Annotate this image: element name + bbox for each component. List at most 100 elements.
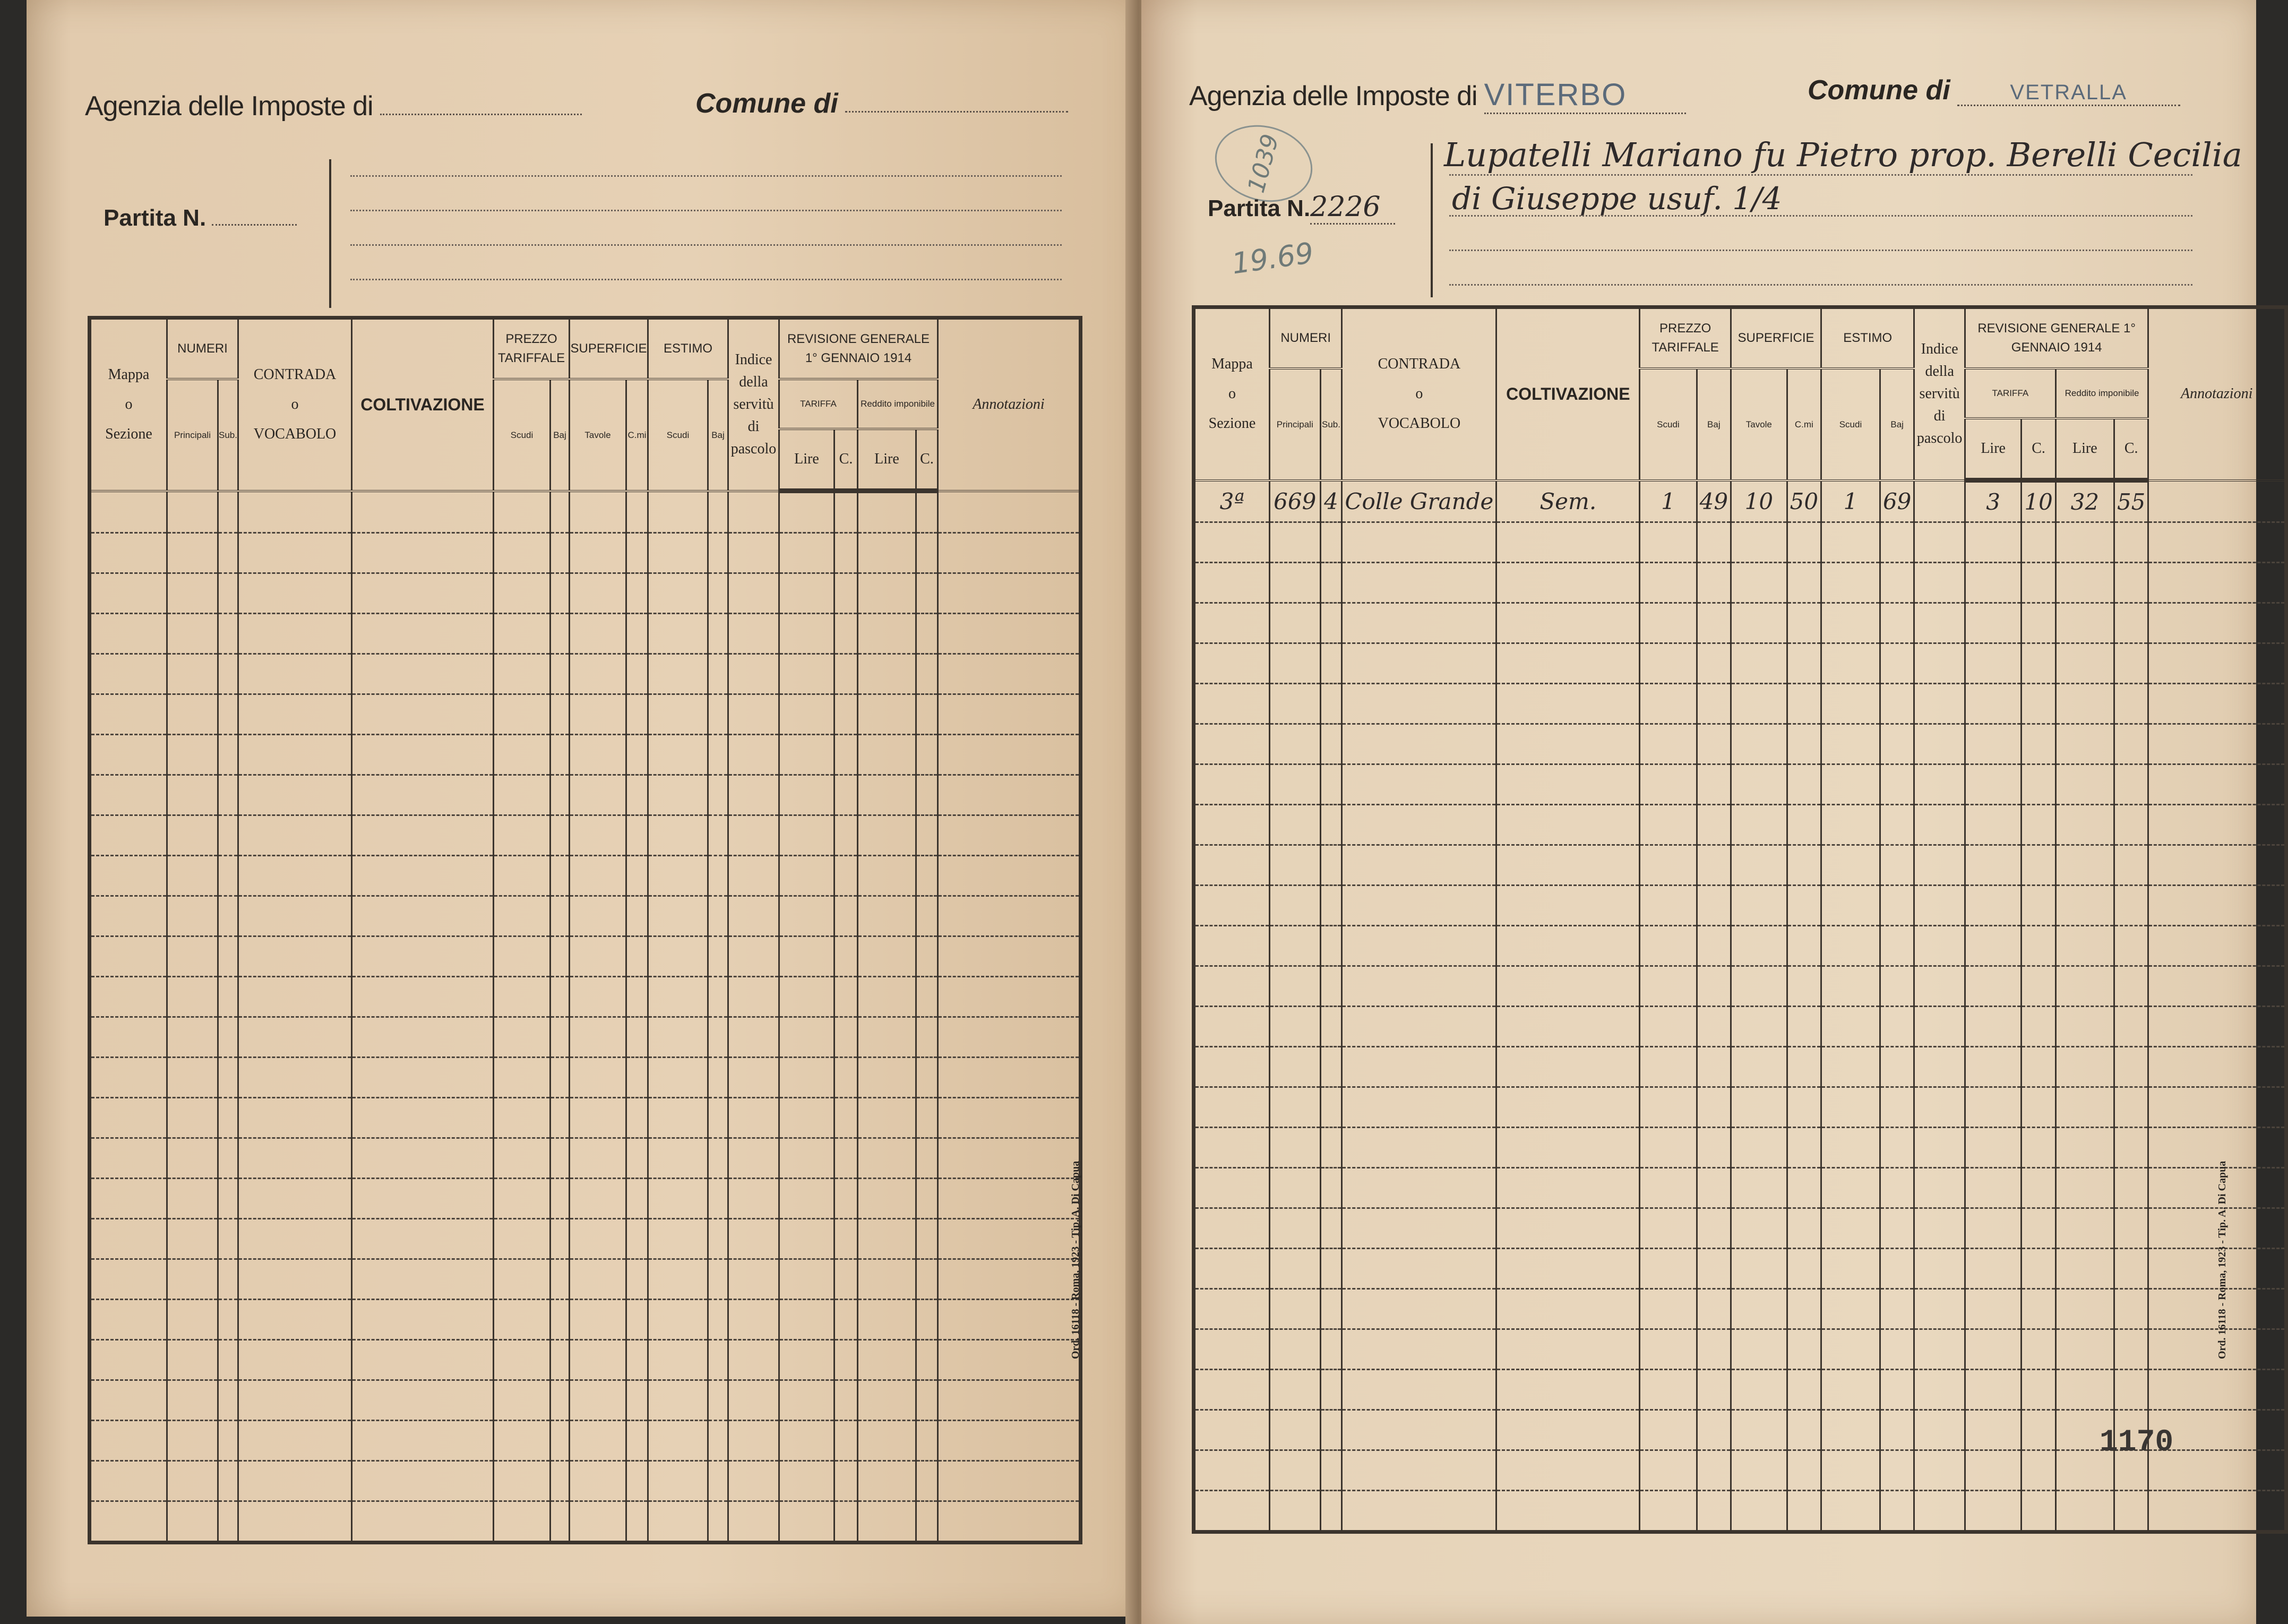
table-cell — [1730, 885, 1788, 926]
table-cell — [2020, 643, 2057, 684]
table-cell — [1495, 1450, 1641, 1491]
table-cell — [1913, 845, 1966, 886]
table-cell — [1639, 1208, 1698, 1249]
table-cell — [915, 1057, 939, 1098]
table-cell — [625, 694, 649, 735]
table-cell — [351, 775, 494, 816]
table-cell — [1730, 724, 1788, 765]
table-cell — [351, 1017, 494, 1058]
col-estimo: ESTIMO — [1820, 307, 1915, 370]
col-tavole: Tavole — [1730, 368, 1788, 482]
table-cell — [569, 1380, 627, 1421]
table-cell: 50 — [1786, 480, 1822, 523]
table-cell — [833, 815, 858, 856]
table-cell — [778, 1380, 835, 1421]
table-cell — [1639, 885, 1698, 926]
table-cell — [1495, 562, 1641, 604]
table-cell — [1730, 562, 1788, 604]
table-cell — [217, 1178, 239, 1219]
table-cell — [1730, 1288, 1788, 1330]
table-cell — [351, 1138, 494, 1179]
table-cell — [2020, 1087, 2057, 1128]
table-cell — [833, 775, 858, 816]
table-cell — [647, 1380, 709, 1421]
table-cell — [707, 936, 729, 977]
table-cell — [937, 1057, 1081, 1098]
table-cell — [1341, 1006, 1498, 1047]
table-cell — [1495, 845, 1641, 886]
table-cell — [1820, 966, 1881, 1007]
table-cell — [2147, 764, 2287, 805]
table-cell — [166, 654, 219, 695]
table-row — [89, 532, 1081, 574]
table-cell — [166, 1299, 219, 1341]
table-cell — [1964, 885, 2023, 926]
table-cell — [1786, 522, 1822, 563]
table-cell — [1913, 603, 1966, 644]
table-cell — [1964, 1046, 2023, 1088]
table-row — [1193, 1329, 2287, 1370]
table-cell — [1730, 845, 1788, 886]
table-cell — [778, 1017, 835, 1058]
table-cell — [625, 1178, 649, 1219]
col-estimo-scudi: Scudi — [647, 379, 709, 492]
table-cell — [1268, 643, 1321, 684]
table-cell — [727, 734, 780, 776]
table-cell — [1913, 1490, 1966, 1533]
table-cell — [625, 1339, 649, 1381]
col-mappa-text: Sezione — [105, 426, 152, 443]
table-cell — [915, 734, 939, 776]
table-cell — [1639, 1046, 1698, 1088]
table-cell — [1730, 925, 1788, 967]
table-cell — [569, 1299, 627, 1341]
table-cell — [217, 976, 239, 1018]
partita-value: 2226 — [1310, 191, 1396, 225]
table-cell — [1696, 683, 1732, 725]
table-cell — [351, 1420, 494, 1462]
col-contrada: CONTRADA o VOCABOLO — [1341, 307, 1498, 482]
table-cell — [237, 855, 352, 897]
table-cell — [1639, 1329, 1698, 1370]
table-cell — [647, 1178, 709, 1219]
table-cell — [1495, 1410, 1641, 1451]
table-cell — [2020, 925, 2057, 967]
table-cell — [549, 1380, 570, 1421]
table-cell — [647, 654, 709, 695]
table-cell — [217, 1259, 239, 1300]
table-cell — [1879, 683, 1915, 725]
right-partita-field: Partita N.2226 — [1208, 191, 1396, 225]
table-cell — [625, 491, 649, 534]
table-row — [1193, 966, 2287, 1007]
table-cell — [937, 1178, 1081, 1219]
table-cell — [1193, 643, 1270, 684]
table-row — [1193, 845, 2287, 886]
table-cell — [569, 1178, 627, 1219]
col-contrada-text: o — [1415, 385, 1423, 402]
table-cell — [707, 694, 729, 735]
table-cell — [647, 532, 709, 574]
table-cell — [1730, 1167, 1788, 1209]
agency-label: Agenzia delle Imposte di — [85, 91, 374, 122]
table-cell — [2020, 1450, 2057, 1491]
table-cell — [2147, 1369, 2287, 1411]
table-row — [1193, 683, 2287, 725]
table-cell — [1341, 603, 1498, 644]
table-cell — [1341, 522, 1498, 563]
table-cell — [857, 1017, 917, 1058]
table-cell — [937, 855, 1081, 897]
table-cell — [1964, 1006, 2023, 1047]
table-cell — [915, 1138, 939, 1179]
table-row — [89, 694, 1081, 735]
table-cell — [1341, 1127, 1498, 1168]
table-cell — [625, 1259, 649, 1300]
table-cell — [1639, 1490, 1698, 1533]
table-cell — [1964, 845, 2023, 886]
table-row — [1193, 562, 2287, 604]
table-cell — [857, 694, 917, 735]
table-cell — [1319, 683, 1343, 725]
table-cell — [937, 694, 1081, 735]
col-principali: Principali — [166, 379, 219, 492]
table-cell — [1820, 1046, 1881, 1088]
table-cell — [1268, 1490, 1321, 1533]
table-cell — [833, 1299, 858, 1341]
